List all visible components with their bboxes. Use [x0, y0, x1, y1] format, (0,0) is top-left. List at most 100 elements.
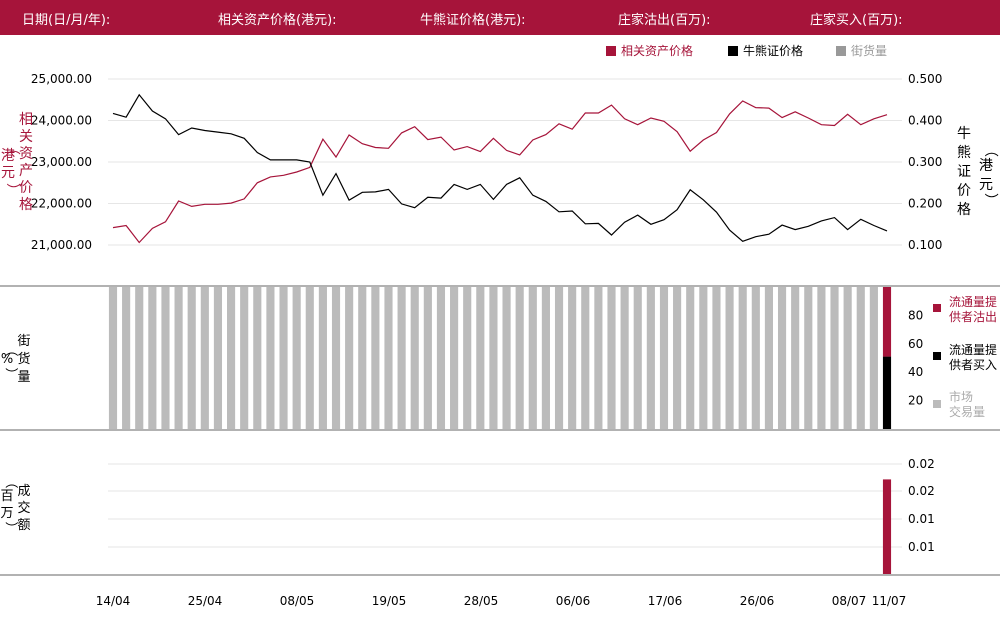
turnover-tick-label: 0.01	[908, 512, 935, 526]
market-volume-bar	[541, 287, 550, 429]
market-volume-bar	[594, 287, 603, 429]
svg-text:供者买入: 供者买入	[949, 358, 997, 372]
svg-text:量: 量	[17, 370, 30, 385]
outstanding-legend: 流通量提 供者沽出 流通量提 供者买入 市场 交易量	[933, 294, 997, 419]
header-cbbc-label: 牛熊证价格(港元):	[420, 13, 526, 28]
turnover-bar	[882, 479, 892, 574]
left-axis-title: 相 关 资 产 价 格 （ 港 元 ）	[1, 112, 33, 213]
market-volume-bar	[371, 287, 380, 429]
svg-text:牛: 牛	[957, 126, 971, 142]
market-volume-bar	[568, 287, 577, 429]
market-volume-bar	[227, 287, 236, 429]
market-volume-bar	[450, 287, 459, 429]
market-volume-bar	[161, 287, 170, 429]
svg-text:额: 额	[17, 518, 30, 533]
right-tick-label: 0.300	[908, 155, 942, 169]
x-tick-label: 14/04	[96, 594, 131, 608]
market-volume-bar	[502, 287, 511, 429]
market-volume-bar	[764, 287, 773, 429]
market-volume-bar	[817, 287, 826, 429]
svg-text:（: （	[3, 343, 18, 356]
market-volume-bar	[646, 287, 655, 429]
svg-text:货: 货	[17, 351, 30, 367]
market-volume-bar	[174, 287, 183, 429]
market-volume-bar	[122, 287, 131, 429]
outstanding-tick-label: 60	[908, 337, 923, 351]
svg-text:港: 港	[979, 158, 993, 174]
svg-text:（: （	[4, 141, 20, 155]
x-tick-label: 08/07	[832, 594, 867, 608]
market-volume-bar	[791, 287, 800, 429]
market-volume-bar	[397, 287, 406, 429]
legend-outstanding-label: 街货量	[851, 43, 887, 58]
market-volume-bar	[699, 287, 708, 429]
market-volume-bar	[830, 287, 839, 429]
header-underlying-label: 相关资产价格(港元):	[218, 13, 337, 28]
lp-sell-bar	[882, 287, 892, 357]
market-volume-bar	[135, 287, 144, 429]
market-volume-bar	[777, 287, 787, 429]
header-dealer-buy-label: 庄家买入(百万):	[810, 13, 903, 28]
svg-text:流通量提: 流通量提	[949, 294, 997, 309]
svg-text:街: 街	[17, 334, 30, 349]
market-volume-bar	[633, 287, 642, 429]
legend-market-swatch	[933, 400, 941, 408]
svg-text:熊: 熊	[957, 145, 971, 161]
left-tick-label: 21,000.00	[31, 238, 92, 252]
svg-text:百: 百	[0, 489, 13, 504]
market-volume-bar	[620, 287, 629, 429]
svg-text:）: ）	[982, 193, 998, 207]
x-tick-label: 06/06	[556, 594, 591, 608]
svg-text:产: 产	[19, 163, 33, 179]
svg-text:）: ）	[3, 521, 18, 534]
header-date-label: 日期(日/月/年):	[22, 13, 111, 28]
svg-text:元: 元	[1, 165, 15, 181]
market-volume-bar	[292, 287, 301, 429]
left-tick-label: 25,000.00	[31, 72, 92, 86]
x-tick-label: 28/05	[464, 594, 499, 608]
market-volume-bar	[725, 287, 734, 429]
market-volume-bar	[345, 287, 354, 429]
svg-text:相: 相	[19, 112, 33, 128]
svg-text:市场: 市场	[949, 389, 973, 404]
market-volume-bar	[108, 287, 118, 429]
turnover-tick-label: 0.02	[908, 457, 935, 471]
market-volume-bar	[856, 287, 865, 429]
outstanding-tick-label: 40	[908, 365, 923, 379]
market-volume-bar	[712, 287, 721, 429]
market-volume-bar	[213, 287, 223, 429]
market-volume-bar	[869, 287, 878, 429]
market-volume-bar	[673, 287, 682, 429]
svg-text:流通量提: 流通量提	[949, 342, 997, 357]
legend-lp-sell-swatch	[933, 304, 941, 312]
x-tick-label: 08/05	[280, 594, 315, 608]
market-volume-bar	[279, 287, 288, 429]
market-volume-bar	[436, 287, 446, 429]
underlying-price-line	[112, 100, 888, 244]
cbbc-price-line	[112, 93, 888, 242]
svg-text:关: 关	[19, 129, 33, 145]
svg-text:证: 证	[957, 164, 971, 180]
svg-text:（: （	[3, 475, 18, 488]
outstanding-axis-title: 街 货 量 （ % ）	[1, 334, 31, 385]
svg-text:交: 交	[17, 500, 30, 516]
market-volume-bar	[843, 287, 852, 429]
market-volume-bar	[423, 287, 432, 429]
legend-underlying-label: 相关资产价格	[621, 43, 693, 58]
left-tick-label: 22,000.00	[31, 197, 92, 211]
market-volume-bar	[384, 287, 393, 429]
market-volume-bar	[318, 287, 327, 429]
market-volume-bar	[804, 287, 813, 429]
svg-text:万: 万	[0, 506, 13, 521]
svg-text:（: （	[982, 143, 998, 157]
right-tick-label: 0.200	[908, 197, 942, 211]
legend-cbbc-label: 牛熊证价格	[743, 43, 803, 58]
market-volume-bar	[410, 287, 419, 429]
turnover-axis-title: 成 交 额 （ 百 万 ）	[0, 475, 30, 534]
left-tick-label: 23,000.00	[31, 155, 92, 169]
svg-text:元: 元	[979, 177, 993, 193]
market-volume-bar	[751, 287, 760, 429]
svg-text:格: 格	[957, 202, 971, 218]
right-tick-label: 0.100	[908, 238, 942, 252]
outstanding-tick-label: 80	[908, 308, 923, 322]
